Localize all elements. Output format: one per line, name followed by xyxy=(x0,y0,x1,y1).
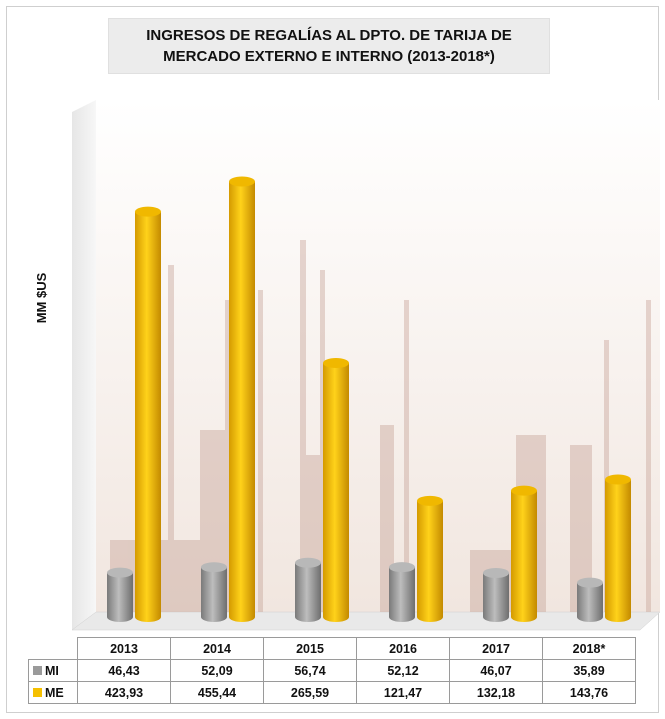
bar-body xyxy=(389,567,415,622)
bar-cap xyxy=(135,206,161,217)
data-table-corner xyxy=(29,638,78,660)
category-label: 2017 xyxy=(449,637,543,660)
data-label: 52,09 xyxy=(170,659,264,682)
bar-cap xyxy=(511,485,537,496)
legend-entry-mi: MI xyxy=(28,659,78,682)
category-label: 2013 xyxy=(77,637,171,660)
bar-body xyxy=(417,500,443,622)
data-label: 455,44 xyxy=(170,681,264,704)
bar-me-2014 xyxy=(229,176,255,622)
data-label: 423,93 xyxy=(77,681,171,704)
bar-me-2017 xyxy=(511,485,537,622)
data-table-row-me: ME 423,93 455,44 265,59 121,47 132,18 14… xyxy=(28,681,636,704)
bar-mi-2013 xyxy=(107,567,133,622)
bar-me-2013 xyxy=(135,206,161,622)
series-name: MI xyxy=(45,663,59,678)
bar-body xyxy=(135,211,161,622)
bar-body xyxy=(107,572,133,622)
bar-me-2016 xyxy=(417,495,443,622)
data-label: 52,12 xyxy=(356,659,450,682)
bar-cap xyxy=(389,562,415,573)
bar-body xyxy=(229,181,255,622)
bar-cap xyxy=(295,557,321,568)
bar-body xyxy=(483,572,509,622)
bar-cap xyxy=(107,567,133,578)
legend-swatch-mi xyxy=(33,665,42,675)
data-table: 2013 2014 2015 2016 2017 2018* MI 46,43 … xyxy=(28,637,636,704)
bar-group xyxy=(107,176,631,622)
data-label: 35,89 xyxy=(542,659,636,682)
bar-body xyxy=(511,490,537,622)
data-table-row-mi: MI 46,43 52,09 56,74 52,12 46,07 35,89 xyxy=(28,659,636,682)
category-label: 2015 xyxy=(263,637,357,660)
data-label: 46,43 xyxy=(77,659,171,682)
legend-swatch-me xyxy=(33,687,42,697)
bar-body xyxy=(201,567,227,622)
series-name: ME xyxy=(45,685,64,700)
bar-cap xyxy=(605,474,631,485)
legend-entry-me: ME xyxy=(28,681,78,704)
category-label: 2018* xyxy=(542,637,636,660)
bar-cap xyxy=(229,176,255,187)
bar-body xyxy=(605,479,631,622)
y-axis-label: MM $US xyxy=(34,272,49,324)
bar-body xyxy=(323,363,349,622)
data-label: 121,47 xyxy=(356,681,450,704)
data-label: 132,18 xyxy=(449,681,543,704)
bar-cap xyxy=(417,495,443,506)
side-wall xyxy=(72,100,96,630)
bar-cap xyxy=(201,562,227,573)
bar-body xyxy=(577,582,603,622)
category-label: 2016 xyxy=(356,637,450,660)
bar-mi-2018 xyxy=(577,577,603,622)
chart-title: INGRESOS DE REGALÍAS AL DPTO. DE TARIJA … xyxy=(146,27,512,65)
bar-mi-2015 xyxy=(295,557,321,622)
bar-me-2018 xyxy=(605,474,631,622)
bar-body xyxy=(295,562,321,622)
data-label: 56,74 xyxy=(263,659,357,682)
data-label: 46,07 xyxy=(449,659,543,682)
bar-me-2015 xyxy=(323,358,349,622)
chart-title-box: INGRESOS DE REGALÍAS AL DPTO. DE TARIJA … xyxy=(108,18,550,74)
bar-mi-2016 xyxy=(389,562,415,622)
bar-cap xyxy=(577,577,603,588)
bar-mi-2017 xyxy=(483,567,509,622)
data-label: 143,76 xyxy=(542,681,636,704)
data-table-header-row: 2013 2014 2015 2016 2017 2018* xyxy=(29,637,636,660)
bar-cap xyxy=(483,567,509,578)
bar-cap xyxy=(323,358,349,369)
data-label: 265,59 xyxy=(263,681,357,704)
category-label: 2014 xyxy=(170,637,264,660)
bar-mi-2014 xyxy=(201,562,227,622)
